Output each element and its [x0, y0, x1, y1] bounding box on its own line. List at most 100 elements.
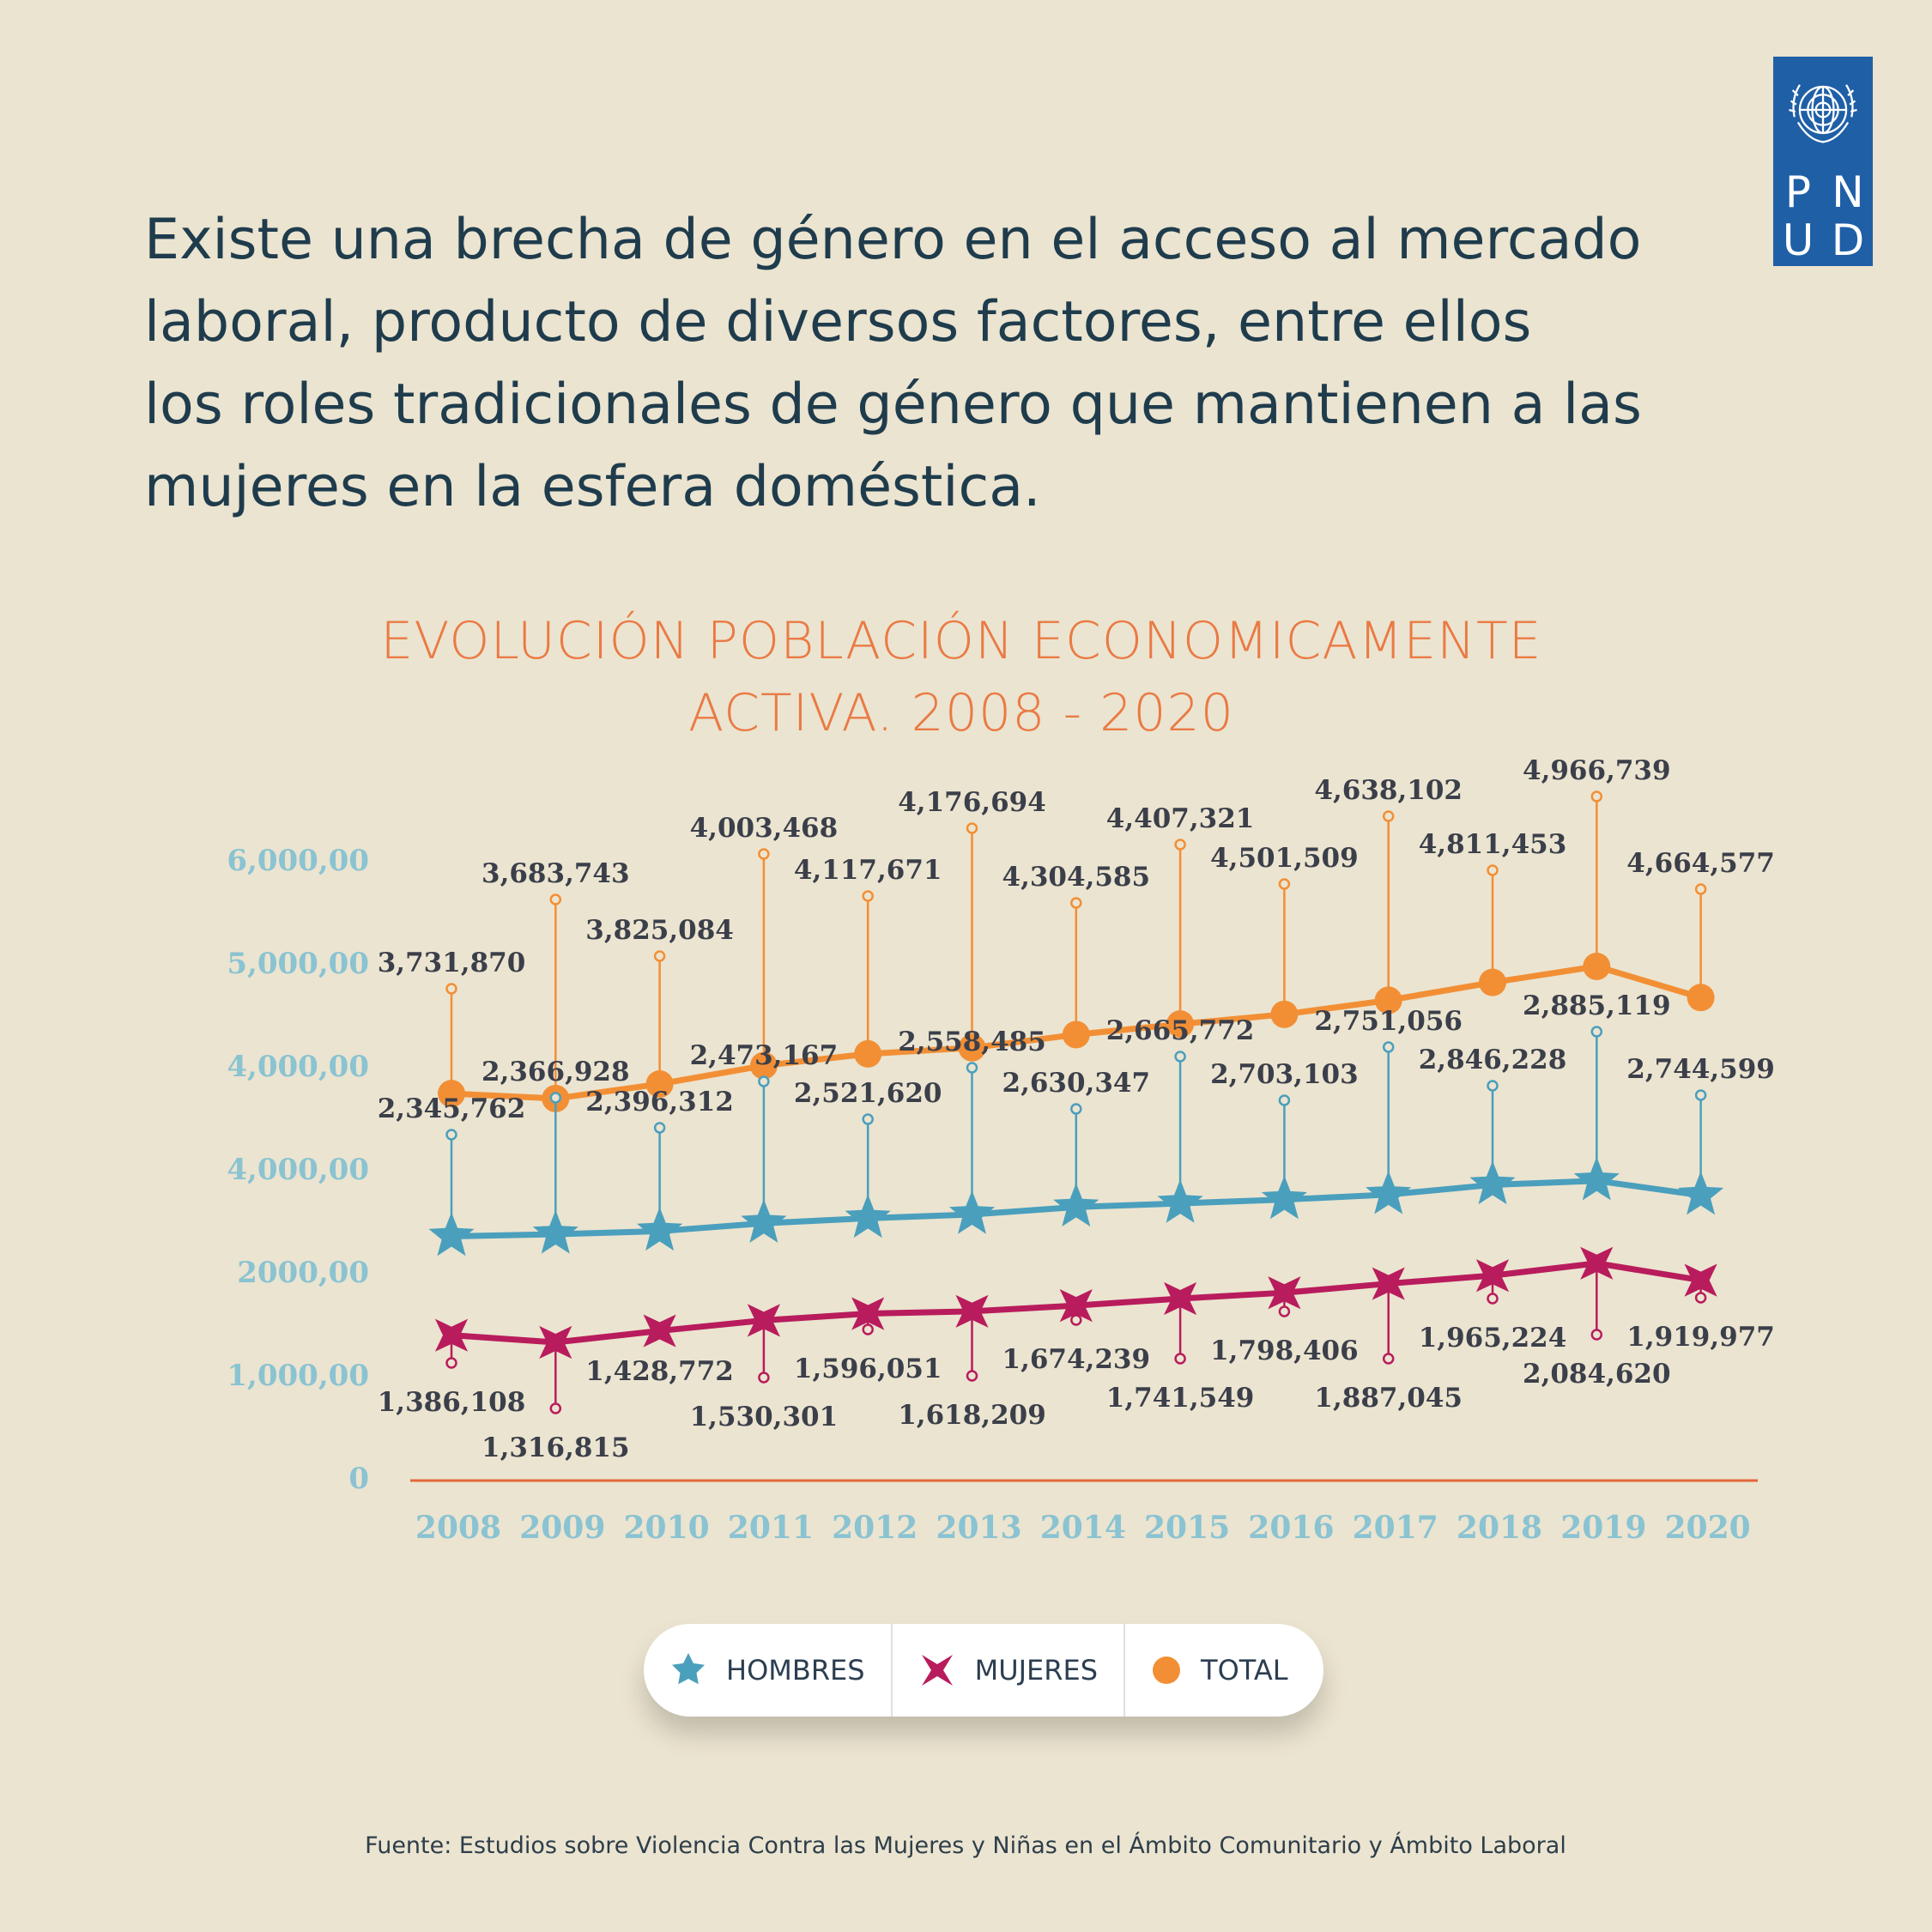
- x-tick-label: 2010: [623, 1510, 709, 1546]
- data-label-hombres: 2,396,312: [585, 1087, 734, 1117]
- point-marker-total: [1062, 1021, 1090, 1049]
- pnud-logo: P N U D: [1773, 57, 1873, 266]
- data-label-mujeres: 1,965,224: [1419, 1323, 1567, 1354]
- y-tick-label: 4,000,00: [227, 1153, 369, 1187]
- y-tick-label: 4,000,00: [227, 1050, 369, 1084]
- y-tick-label: 2000,00: [237, 1256, 369, 1290]
- data-label-hombres: 2,846,228: [1419, 1045, 1567, 1075]
- callout-ring: [653, 1122, 666, 1134]
- star-icon: [672, 1653, 705, 1685]
- data-label-mujeres: 1,919,977: [1626, 1322, 1775, 1353]
- data-label-mujeres: 1,674,239: [1002, 1344, 1151, 1375]
- data-label-total: 4,501,509: [1210, 843, 1359, 874]
- callout-ring: [1070, 897, 1082, 909]
- data-label-total: 3,731,870: [378, 948, 526, 978]
- callout-ring: [1278, 1305, 1291, 1317]
- data-label-hombres: 2,558,485: [898, 1027, 1046, 1057]
- x-tick-label: 2011: [728, 1510, 814, 1546]
- data-label-total: 4,304,585: [1002, 862, 1151, 893]
- callout-ring: [1382, 1353, 1395, 1365]
- point-marker-hombres: [1157, 1179, 1203, 1223]
- data-label-mujeres: 1,887,045: [1314, 1383, 1463, 1414]
- data-label-mujeres: 1,530,301: [690, 1402, 839, 1432]
- callout-ring: [966, 1370, 978, 1382]
- callout-ring: [1278, 1094, 1291, 1106]
- point-marker-mujeres: [434, 1318, 469, 1352]
- data-label-total: 4,003,468: [690, 813, 839, 844]
- data-label-mujeres: 1,386,108: [378, 1387, 526, 1418]
- legend-label: TOTAL: [1201, 1654, 1288, 1687]
- callout-ring: [758, 1075, 770, 1087]
- x-tick-label: 2020: [1664, 1510, 1750, 1546]
- callout-ring: [1590, 790, 1603, 802]
- callout-ring: [549, 893, 562, 905]
- callout-ring: [1382, 1041, 1395, 1053]
- point-marker-hombres: [948, 1190, 996, 1234]
- x-tick-label: 2012: [832, 1510, 918, 1546]
- callout-ring: [1174, 1353, 1186, 1365]
- legend: HOMBRES MUJERES TOTAL: [644, 1624, 1323, 1717]
- point-marker-hombres: [845, 1194, 891, 1239]
- logo-letter: U: [1782, 215, 1814, 265]
- data-label-hombres: 2,630,347: [1002, 1068, 1151, 1099]
- logo-letter: P: [1784, 167, 1812, 217]
- data-label-hombres: 2,751,056: [1314, 1006, 1463, 1037]
- point-marker-mujeres: [1580, 1246, 1614, 1280]
- headline-line: mujeres en la esfera doméstica.: [144, 455, 1041, 519]
- source-note: Fuente: Estudios sobre Violencia Contra …: [365, 1832, 1566, 1859]
- data-label-total: 3,825,084: [585, 915, 734, 946]
- callout-ring: [1590, 1329, 1603, 1341]
- callout-ring: [1694, 1089, 1707, 1101]
- data-label-mujeres: 1,428,772: [585, 1356, 734, 1387]
- un-emblem-icon: [1789, 84, 1857, 143]
- data-label-total: 4,176,694: [898, 787, 1046, 818]
- callout-ring: [1278, 878, 1291, 890]
- callout-ring: [966, 822, 978, 834]
- point-marker-mujeres: [643, 1314, 676, 1348]
- data-label-hombres: 2,665,772: [1106, 1015, 1255, 1046]
- callout-ring: [1174, 1051, 1186, 1063]
- data-label-mujeres: 1,798,406: [1210, 1335, 1359, 1366]
- x-tick-label: 2016: [1248, 1510, 1334, 1546]
- point-marker-mujeres: [1684, 1263, 1717, 1297]
- data-label-hombres: 2,521,620: [794, 1078, 942, 1109]
- chart-title: EVOLUCIÓN POBLACIÓN ECONOMICAMENTE ACTIV…: [257, 605, 1665, 749]
- data-label-total: 4,811,453: [1419, 829, 1567, 860]
- headline-line: los roles tradicionales de género que ma…: [144, 372, 1642, 437]
- callout-ring: [1694, 1292, 1707, 1304]
- chart-title-line: ACTIVA. 2008 - 2020: [688, 683, 1234, 743]
- legend-label: HOMBRES: [726, 1654, 865, 1687]
- point-marker-hombres: [532, 1210, 578, 1254]
- data-label-hombres: 2,366,928: [481, 1057, 630, 1087]
- point-marker-hombres: [1678, 1171, 1724, 1215]
- point-marker-hombres: [741, 1199, 787, 1243]
- point-marker-mujeres: [851, 1297, 885, 1330]
- legend-label: MUJERES: [974, 1654, 1099, 1687]
- point-marker-hombres: [1261, 1175, 1307, 1220]
- callout-ring: [862, 1113, 874, 1125]
- callout-ring: [549, 1402, 562, 1414]
- y-tick-label: 6,000,00: [227, 844, 369, 878]
- x-tick-label: 2015: [1144, 1510, 1230, 1546]
- callout-ring: [1382, 810, 1395, 822]
- point-marker-mujeres: [1372, 1267, 1405, 1300]
- callout-ring: [1487, 1293, 1499, 1305]
- callout-ring: [1487, 1080, 1499, 1092]
- point-marker-total: [1583, 952, 1611, 980]
- point-marker-total: [1687, 984, 1715, 1012]
- chart-title-line: EVOLUCIÓN POBLACIÓN ECONOMICAMENTE: [380, 611, 1542, 671]
- point-marker-hombres: [1469, 1160, 1516, 1205]
- data-label-total: 4,664,577: [1626, 848, 1775, 879]
- data-label-total: 4,966,739: [1523, 755, 1671, 786]
- callout-ring: [1174, 839, 1186, 851]
- callout-ring: [1590, 1026, 1603, 1038]
- point-marker-mujeres: [1164, 1281, 1197, 1316]
- point-marker-mujeres: [1059, 1289, 1093, 1323]
- logo-letters: P N U D: [1773, 168, 1873, 264]
- x-tick-label: 2018: [1457, 1510, 1542, 1546]
- data-label-hombres: 2,345,762: [378, 1093, 526, 1124]
- callout-ring: [445, 983, 457, 995]
- point-marker-mujeres: [1268, 1276, 1301, 1310]
- data-label-mujeres: 1,316,815: [481, 1432, 630, 1463]
